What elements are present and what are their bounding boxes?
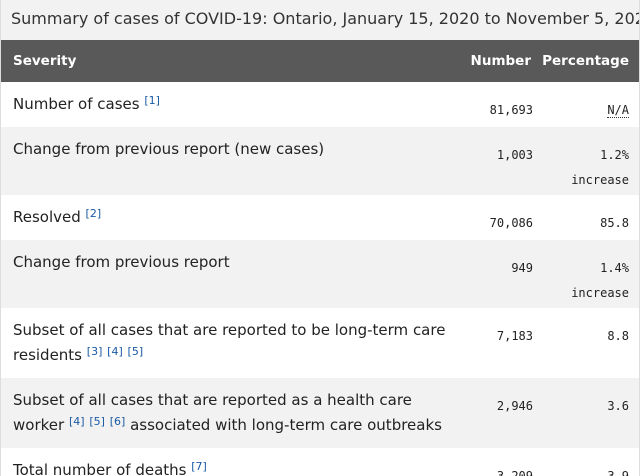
percentage-cell: 3.6 — [541, 378, 639, 448]
footnote-ref[interactable]: [6] — [109, 415, 126, 428]
footnote-ref[interactable]: [5] — [127, 345, 144, 358]
table-body: Number of cases [1] 81,693 N/A Change from … — [1, 82, 639, 476]
severity-cell: Change from previous report — [1, 240, 461, 308]
percentage: N/A — [607, 103, 629, 118]
footnote-ref[interactable]: [2] — [85, 207, 102, 220]
number: 949 — [511, 261, 533, 275]
number-cell: 1,003 — [461, 127, 541, 195]
table-caption: Summary of cases of COVID-19: Ontario, J… — [11, 9, 639, 28]
row-label: Resolved — [13, 208, 81, 226]
number: 81,693 — [489, 103, 533, 117]
severity-cell: Subset of all cases that are reported to… — [1, 308, 461, 378]
percentage-cell: 1.4% increase — [541, 240, 639, 308]
footnote-ref[interactable]: [3] — [86, 345, 103, 358]
percentage-cell: 85.8 — [541, 195, 639, 240]
number-cell: 3,209 — [461, 448, 541, 476]
table-row: Subset of all cases that are reported as… — [1, 378, 639, 448]
percentage-note: increase — [571, 173, 629, 187]
number: 1,003 — [496, 148, 533, 162]
table-row: Subset of all cases that are reported to… — [1, 308, 639, 378]
footnote-ref[interactable]: [7] — [191, 460, 207, 473]
number-cell: 949 — [461, 240, 541, 308]
percentage: 85.8 — [600, 216, 629, 230]
percentage: 8.8 — [607, 329, 629, 343]
percentage: 1.2% — [600, 148, 629, 162]
header-cell: Percentage — [541, 40, 639, 82]
number-cell: 81,693 — [461, 82, 541, 127]
percentage: 1.4% — [600, 261, 629, 275]
severity-cell: Subset of all cases that are reported as… — [1, 378, 461, 448]
number: 70,086 — [489, 216, 533, 230]
percentage-cell: 8.8 — [541, 308, 639, 378]
number-cell: 7,183 — [461, 308, 541, 378]
table-row: Change from previous report 949 1.4% increa… — [1, 240, 639, 308]
row-label: Subset of all cases that are reported as… — [13, 391, 412, 434]
number: 3,209 — [496, 469, 533, 476]
summary-table: Severity Number Percentage Number of cas… — [1, 40, 639, 476]
percentage: 3.9 — [607, 469, 629, 476]
percentage-cell: 1.2% increase — [541, 127, 639, 195]
number-cell: 70,086 — [461, 195, 541, 240]
footnote-ref[interactable]: [1] — [144, 94, 160, 107]
row-label-end: associated with long-term care outbreaks — [130, 416, 442, 434]
severity-cell: Number of cases [1] — [1, 82, 461, 127]
header-row: Severity Number Percentage — [1, 40, 639, 82]
table-row: Resolved [2] 70,086 85.8 — [1, 195, 639, 240]
table-row: Number of cases [1] 81,693 N/A — [1, 82, 639, 127]
row-label: Change from previous report — [13, 253, 230, 271]
percentage-cell: N/A — [541, 82, 639, 127]
percentage-note: increase — [571, 286, 629, 300]
severity-cell: Change from previous report (new cases) — [1, 127, 461, 195]
header-cell: Severity — [1, 40, 461, 82]
footnote-ref[interactable]: [4] — [68, 415, 85, 428]
number: 2,946 — [496, 399, 533, 413]
footnote-ref[interactable]: [5] — [89, 415, 105, 428]
severity-cell: Resolved [2] — [1, 195, 461, 240]
table-row: Change from previous report (new cases) 1… — [1, 127, 639, 195]
percentage-cell: 3.9 — [541, 448, 639, 476]
number: 7,183 — [496, 329, 533, 343]
row-label: Subset of all cases that are reported to… — [13, 321, 446, 364]
header-cell: Number — [461, 40, 541, 82]
percentage: 3.6 — [607, 399, 629, 413]
number-cell: 2,946 — [461, 378, 541, 448]
row-label: Change from previous report (new cases) — [13, 140, 325, 158]
table-row: Total number of deaths [7] 3,209 3.9 — [1, 448, 639, 476]
severity-cell: Total number of deaths [7] — [1, 448, 461, 476]
row-label: Total number of deaths — [13, 461, 187, 476]
footnote-ref[interactable]: [4] — [107, 345, 123, 358]
row-label: Number of cases — [13, 95, 140, 113]
